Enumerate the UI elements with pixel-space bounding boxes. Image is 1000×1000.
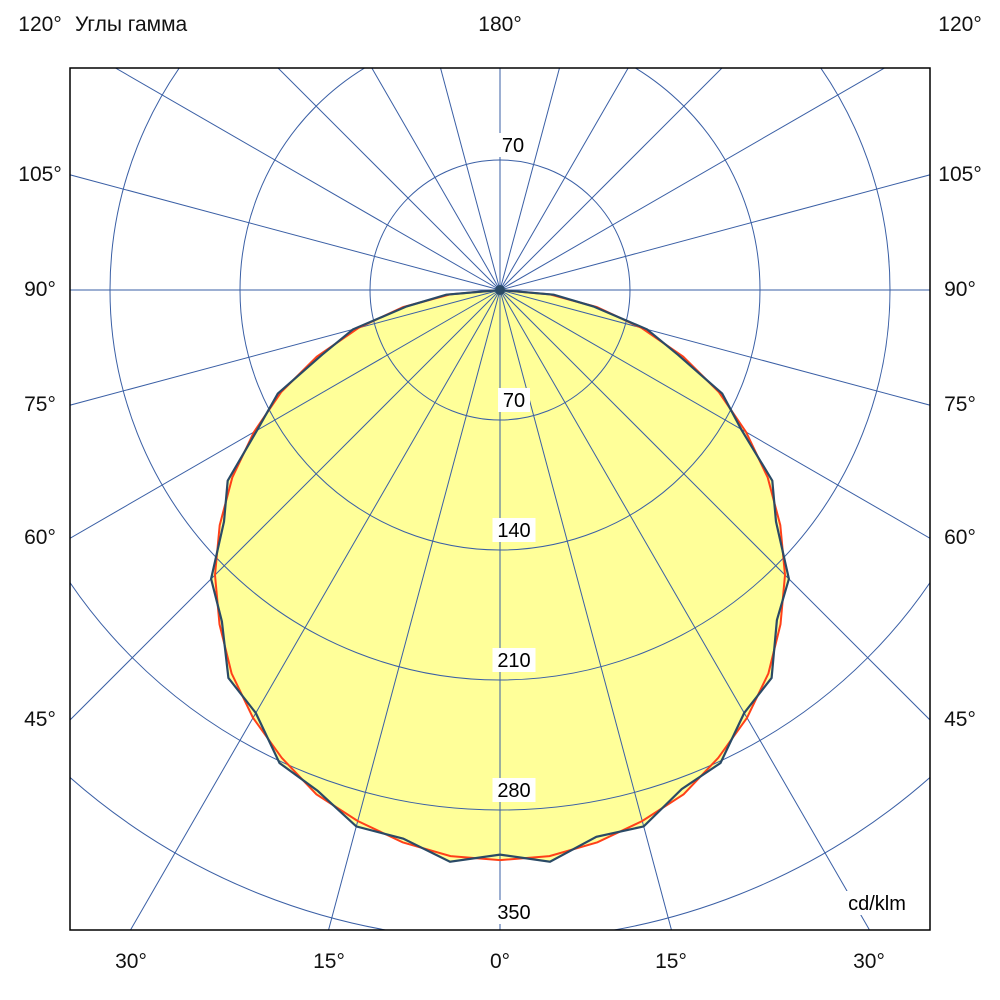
svg-text:140: 140 xyxy=(497,520,530,542)
gamma-label-bottom: 30° xyxy=(853,950,885,973)
gamma-label-bottom: 0° xyxy=(489,950,511,973)
svg-text:70: 70 xyxy=(503,390,525,412)
gamma-label-bottom: 15° xyxy=(313,950,345,973)
gamma-label-right: 90° xyxy=(944,278,976,301)
gamma-label-right: 75° xyxy=(944,393,976,416)
ring-label: 280 xyxy=(492,778,536,802)
svg-text:cd/klm: cd/klm xyxy=(848,893,906,915)
svg-text:70: 70 xyxy=(502,135,524,157)
gamma-label-top: 180° xyxy=(478,13,522,36)
gamma-label-right: 105° xyxy=(938,163,982,186)
gamma-label-left: 120° xyxy=(18,13,62,36)
svg-text:350: 350 xyxy=(497,902,530,924)
gamma-label-bottom: 15° xyxy=(655,950,687,973)
svg-text:280: 280 xyxy=(497,780,530,802)
gamma-label-left: 75° xyxy=(24,393,56,416)
gamma-label-right: 120° xyxy=(938,13,982,36)
polar-center-dot xyxy=(495,285,505,295)
ring-label-upper: 70 xyxy=(497,133,529,157)
gamma-label-left: 60° xyxy=(24,526,56,549)
ring-label: 70 xyxy=(498,388,530,412)
svg-text:210: 210 xyxy=(497,650,530,672)
gamma-label-right: 45° xyxy=(944,708,976,731)
gamma-label-left: 45° xyxy=(24,708,56,731)
curve-red xyxy=(213,288,787,862)
chart-title: Углы гамма xyxy=(75,13,188,36)
ring-label: 350 xyxy=(492,900,536,924)
curve-dark xyxy=(209,288,791,863)
gamma-label-left: 105° xyxy=(18,163,62,186)
ring-label: 210 xyxy=(492,648,536,672)
ring-label: 140 xyxy=(492,518,536,542)
gamma-label-bottom: 30° xyxy=(115,950,147,973)
gamma-label-left: 90° xyxy=(24,278,56,301)
plot-border xyxy=(69,67,931,931)
gamma-label-right: 60° xyxy=(944,526,976,549)
unit-label: cd/klm xyxy=(839,891,915,915)
